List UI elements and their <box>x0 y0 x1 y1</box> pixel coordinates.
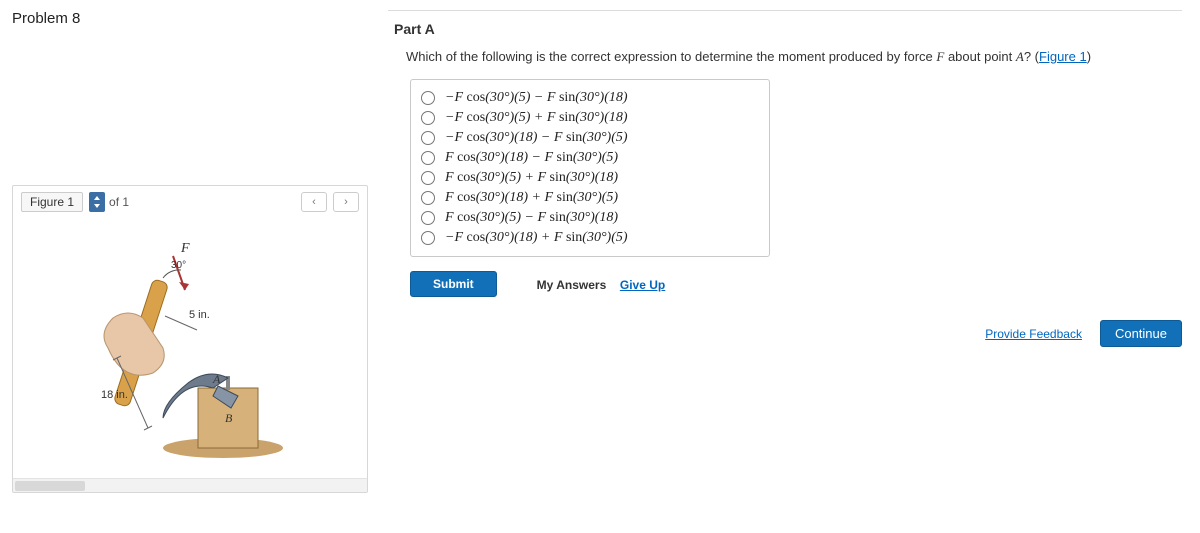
option-row[interactable]: −F cos(30°)(18) − F sin(30°)(5) <box>421 128 755 148</box>
option-radio-3[interactable] <box>421 131 435 145</box>
option-label: F cos(30°)(18) + F sin(30°)(5) <box>445 190 618 206</box>
figure-stepper[interactable]: of 1 <box>89 192 129 212</box>
force-label: F <box>180 241 190 256</box>
option-label: −F cos(30°)(18) + F sin(30°)(5) <box>445 230 628 246</box>
point-b: B <box>225 411 233 425</box>
option-radio-6[interactable] <box>421 191 435 205</box>
option-label: −F cos(30°)(5) + F sin(30°)(18) <box>445 110 628 126</box>
question-text: Which of the following is the correct ex… <box>406 49 1182 65</box>
figure-panel: Figure 1 of 1 ‹ › <box>12 185 368 493</box>
question-mid: about point <box>944 49 1016 64</box>
angle-label: 30° <box>171 260 186 271</box>
give-up-link[interactable]: Give Up <box>620 278 665 292</box>
options-box: −F cos(30°)(5) − F sin(30°)(18) −F cos(3… <box>410 79 770 257</box>
figure-of-text: of 1 <box>109 195 129 209</box>
option-row[interactable]: −F cos(30°)(5) − F sin(30°)(18) <box>421 88 755 108</box>
option-label: F cos(30°)(5) + F sin(30°)(18) <box>445 170 618 186</box>
problem-title: Problem 8 <box>12 10 368 27</box>
option-row[interactable]: F cos(30°)(5) − F sin(30°)(18) <box>421 208 755 228</box>
option-row[interactable]: F cos(30°)(18) − F sin(30°)(5) <box>421 148 755 168</box>
option-row[interactable]: F cos(30°)(5) + F sin(30°)(18) <box>421 168 755 188</box>
question-pre: Which of the following is the correct ex… <box>406 49 936 64</box>
continue-button[interactable]: Continue <box>1100 320 1182 347</box>
stepper-updown-icon[interactable] <box>89 192 105 212</box>
question-end: ) <box>1087 49 1091 64</box>
figure-prev-button[interactable]: ‹ <box>301 192 327 212</box>
option-row[interactable]: −F cos(30°)(18) + F sin(30°)(5) <box>421 228 755 248</box>
option-label: F cos(30°)(5) − F sin(30°)(18) <box>445 210 618 226</box>
option-label: F cos(30°)(18) − F sin(30°)(5) <box>445 150 618 166</box>
figure-image: F 30° 5 in. 18 in. A B <box>13 218 367 478</box>
option-row[interactable]: −F cos(30°)(5) + F sin(30°)(18) <box>421 108 755 128</box>
option-radio-1[interactable] <box>421 91 435 105</box>
option-radio-2[interactable] <box>421 111 435 125</box>
option-radio-5[interactable] <box>421 171 435 185</box>
part-heading: Part A <box>394 21 1182 37</box>
figure-scrollbar[interactable] <box>13 478 367 492</box>
option-radio-4[interactable] <box>421 151 435 165</box>
dim-18in: 18 in. <box>101 389 128 401</box>
option-row[interactable]: F cos(30°)(18) + F sin(30°)(5) <box>421 188 755 208</box>
point-a: A <box>212 372 221 386</box>
top-divider <box>388 10 1182 11</box>
provide-feedback-link[interactable]: Provide Feedback <box>985 327 1082 341</box>
figure-next-button[interactable]: › <box>333 192 359 212</box>
my-answers-label: My Answers <box>537 278 607 292</box>
figure-label: Figure 1 <box>21 192 83 212</box>
dim-5in: 5 in. <box>189 309 210 321</box>
question-post: ? ( <box>1024 49 1039 64</box>
figure-link[interactable]: Figure 1 <box>1039 49 1087 64</box>
submit-button[interactable]: Submit <box>410 271 497 297</box>
option-radio-8[interactable] <box>421 231 435 245</box>
option-label: −F cos(30°)(5) − F sin(30°)(18) <box>445 90 628 106</box>
option-label: −F cos(30°)(18) − F sin(30°)(5) <box>445 130 628 146</box>
option-radio-7[interactable] <box>421 211 435 225</box>
point-symbol: A <box>1016 49 1024 64</box>
